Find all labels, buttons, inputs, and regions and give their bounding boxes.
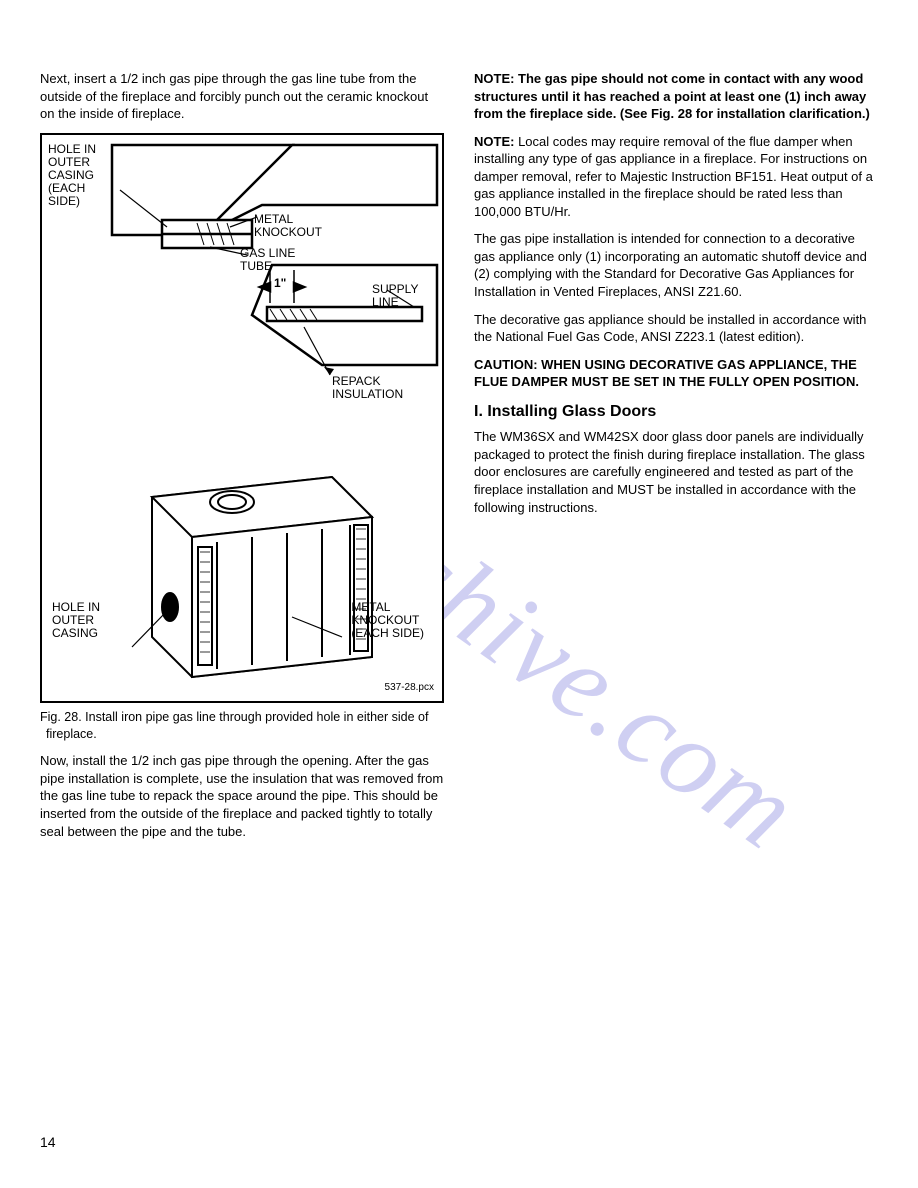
note2: NOTE: Local codes may require removal of… <box>474 133 878 221</box>
label-hole-top: HOLE IN OUTER CASING (EACH SIDE) <box>48 143 96 209</box>
label-gas-line-tube: GAS LINE TUBE <box>240 247 295 273</box>
fireplace-iso-svg <box>42 437 442 697</box>
page-number: 14 <box>40 1134 56 1150</box>
section-heading: I. Installing Glass Doors <box>474 401 878 423</box>
note2-label: NOTE: <box>474 134 514 149</box>
label-repack: REPACK INSULATION <box>332 375 403 401</box>
intro-paragraph: Next, insert a 1/2 inch gas pipe through… <box>40 70 444 123</box>
right-para3: The gas pipe installation is intended fo… <box>474 230 878 300</box>
label-one-inch: 1" <box>274 277 286 290</box>
figure-28-diagram: HOLE IN OUTER CASING (EACH SIDE) METAL K… <box>40 133 444 703</box>
right-para4: The decorative gas appliance should be i… <box>474 311 878 346</box>
figure-ref: 537-28.pcx <box>385 681 434 695</box>
label-hole-bottom: HOLE IN OUTER CASING <box>52 601 100 641</box>
left-para2: Now, install the 1/2 inch gas pipe throu… <box>40 752 444 840</box>
label-supply-line: SUPPLY LINE <box>372 283 418 309</box>
note1: NOTE: The gas pipe should not come in co… <box>474 70 878 123</box>
caution-text: CAUTION: WHEN USING DECORATIVE GAS APPLI… <box>474 356 878 391</box>
left-column: Next, insert a 1/2 inch gas pipe through… <box>40 70 444 850</box>
note2-body: Local codes may require removal of the f… <box>474 134 873 219</box>
label-metal-knockout-bottom: METAL KNOCKOUT (EACH SIDE) <box>351 601 424 641</box>
figure-caption: Fig. 28. Install iron pipe gas line thro… <box>40 709 444 743</box>
two-column-layout: Next, insert a 1/2 inch gas pipe through… <box>40 70 878 850</box>
label-metal-knockout-top: METAL KNOCKOUT <box>254 213 322 239</box>
right-para5: The WM36SX and WM42SX door glass door pa… <box>474 428 878 516</box>
right-column: NOTE: The gas pipe should not come in co… <box>474 70 878 850</box>
